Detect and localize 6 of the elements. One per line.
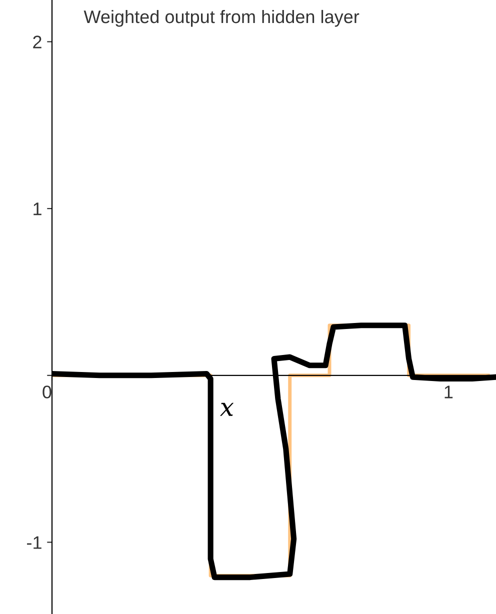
x-tick-label: 0 (42, 386, 52, 398)
text: Weighted output from hidden layer (84, 10, 360, 27)
y-tick-label: 2 (33, 36, 42, 48)
annotation: x (220, 402, 234, 416)
y-tick-label: -1 (27, 536, 42, 549)
y-tick-label: 1 (34, 202, 42, 216)
